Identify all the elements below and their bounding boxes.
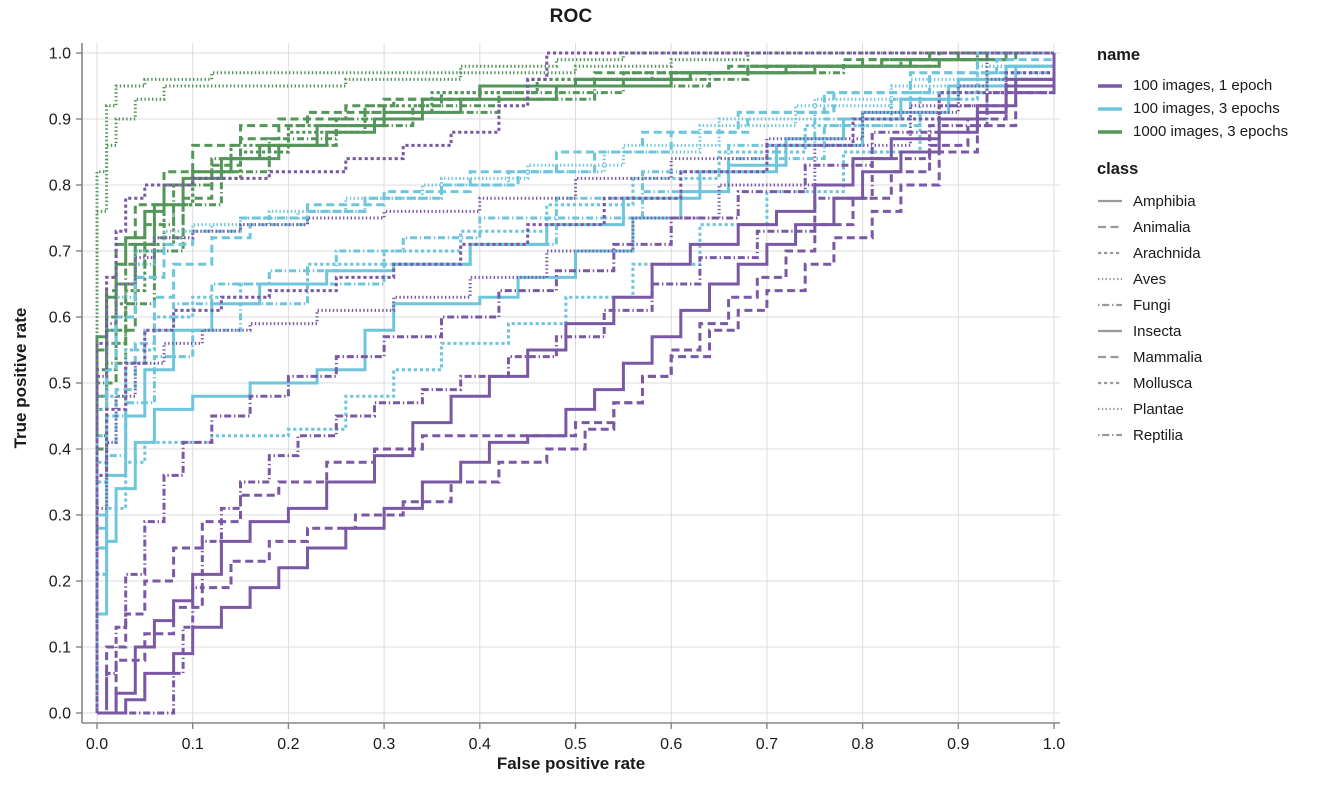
legend-name-entry: 100 images, 1 epoch xyxy=(1097,74,1288,97)
x-tick-label: 0.2 xyxy=(277,736,299,753)
x-tick-label: 0.9 xyxy=(947,736,969,753)
legend-entry-label: Mammalia xyxy=(1133,348,1203,366)
y-tick-label: 0.3 xyxy=(49,508,71,525)
legend-class-entry: Fungi xyxy=(1097,292,1288,318)
legend-line-swatch-icon xyxy=(1098,251,1122,255)
legend-class-entry: Reptilia xyxy=(1097,422,1288,448)
legend-line-swatch-icon xyxy=(1098,329,1122,333)
x-tick-label: 0.5 xyxy=(564,736,586,753)
y-tick-label: 0.2 xyxy=(49,574,71,591)
roc-curve xyxy=(97,53,1056,715)
legend-entry-label: 100 images, 1 epoch xyxy=(1133,77,1273,94)
y-axis-title: True positive rate xyxy=(11,307,30,449)
legend-line-swatch-icon xyxy=(1098,83,1122,88)
legend-name-entry: 1000 images, 3 epochs xyxy=(1097,120,1288,143)
legend-line-swatch-icon xyxy=(1098,129,1122,134)
legend-name-entry: 100 images, 3 epochs xyxy=(1097,97,1288,120)
y-tick-label: 1.0 xyxy=(49,46,71,63)
chart-title: ROC xyxy=(549,6,593,27)
legend-class-entry: Mammalia xyxy=(1097,344,1288,370)
legend-class-entry: Plantae xyxy=(1097,396,1288,422)
legend-name-entries: 100 images, 1 epoch 100 images, 3 epochs 1… xyxy=(1097,74,1288,143)
legend-line-swatch-icon xyxy=(1098,355,1122,359)
legend-line-swatch-icon xyxy=(1098,199,1122,203)
legend-name-title: name xyxy=(1097,46,1141,64)
legend-line-swatch-icon xyxy=(1098,225,1122,229)
roc-curve xyxy=(95,53,1056,713)
roc-curve xyxy=(95,53,1056,713)
x-tick-label: 0.8 xyxy=(851,736,873,753)
legend-line-swatch-icon xyxy=(1098,303,1122,307)
legend-class-entry: Aves xyxy=(1097,266,1288,292)
legend-entry-label: 1000 images, 3 epochs xyxy=(1133,123,1289,140)
x-tick-label: 0.1 xyxy=(182,736,204,753)
legend-class-entry: Animalia xyxy=(1097,214,1288,240)
roc-curve xyxy=(97,53,1056,715)
legend-entry-label: 100 images, 3 epochs xyxy=(1133,100,1280,117)
roc-curve xyxy=(95,53,1056,713)
legend-class-title: class xyxy=(1097,160,1139,178)
legend-entry-label: Plantae xyxy=(1133,400,1184,418)
legend-line-swatch-icon xyxy=(1098,381,1122,385)
legend-class-entries: Amphibia Animalia Arachnida Aves Fungi Insect… xyxy=(1097,188,1288,448)
legend: name 100 images, 1 epoch 100 images, 3 ep… xyxy=(1097,46,1288,448)
roc-curve xyxy=(95,53,1056,713)
legend-entry-label: Aves xyxy=(1133,270,1167,288)
legend-line-swatch-icon xyxy=(1098,277,1122,281)
legend-class-entry: Amphibia xyxy=(1097,188,1288,214)
legend-entry-label: Reptilia xyxy=(1133,426,1184,444)
legend-class-entry: Arachnida xyxy=(1097,240,1288,266)
roc-curve xyxy=(95,51,1054,713)
x-axis-title: False positive rate xyxy=(496,754,646,773)
x-tick-label: 0.3 xyxy=(373,736,395,753)
legend-entry-label: Amphibia xyxy=(1133,192,1196,210)
roc-curve xyxy=(95,51,1054,713)
y-tick-label: 0.5 xyxy=(49,376,71,393)
x-tick-label: 0.4 xyxy=(469,736,491,753)
legend-line-swatch-icon xyxy=(1098,407,1122,411)
legend-entry-label: Animalia xyxy=(1133,218,1191,236)
roc-curve xyxy=(95,51,1054,713)
roc-curve xyxy=(95,51,1054,713)
roc-curve xyxy=(95,51,1054,713)
y-tick-label: 0.0 xyxy=(49,706,71,723)
x-tick-label: 0.7 xyxy=(756,736,778,753)
legend-class-entry: Insecta xyxy=(1097,318,1288,344)
y-tick-label: 0.7 xyxy=(49,244,71,261)
x-tick-label: 1.0 xyxy=(1043,736,1065,753)
legend-entry-label: Fungi xyxy=(1133,296,1171,314)
roc-curve xyxy=(97,53,1056,715)
legend-line-swatch-icon xyxy=(1098,433,1122,437)
roc-curve xyxy=(97,53,1056,715)
roc-curve xyxy=(95,51,1054,713)
legend-class-entry: Mollusca xyxy=(1097,370,1288,396)
legend-entry-label: Arachnida xyxy=(1133,244,1201,262)
y-tick-label: 0.4 xyxy=(49,442,71,459)
legend-entry-label: Mollusca xyxy=(1133,374,1193,392)
y-tick-label: 0.9 xyxy=(49,112,71,129)
y-tick-label: 0.8 xyxy=(49,178,71,195)
roc-curve xyxy=(95,53,1056,713)
x-tick-label: 0.6 xyxy=(660,736,682,753)
y-tick-label: 0.1 xyxy=(49,640,71,657)
legend-line-swatch-icon xyxy=(1098,106,1122,111)
legend-entry-label: Insecta xyxy=(1133,322,1182,340)
x-tick-label: 0.0 xyxy=(86,736,108,753)
y-tick-label: 0.6 xyxy=(49,310,71,327)
